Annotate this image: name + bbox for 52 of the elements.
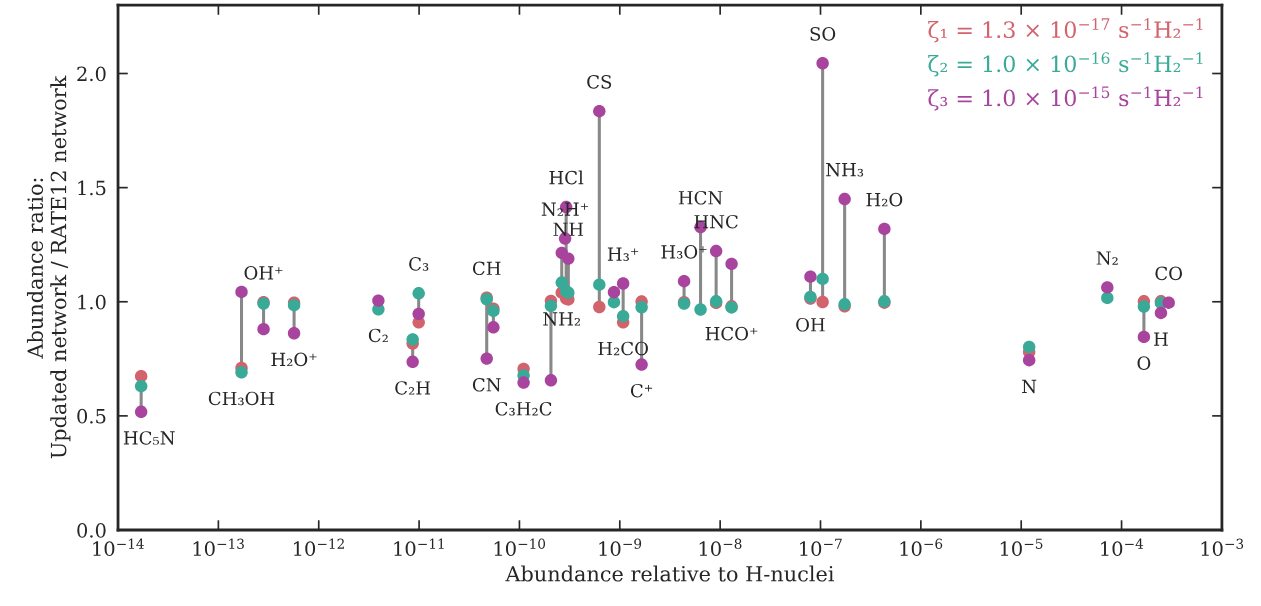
annotation: H₃⁺ <box>607 247 639 261</box>
annotation: N <box>1022 379 1037 394</box>
text: ζ₃ = 1.0 × 10$^{−15}$ s$^{−1}$H₂$^{−1}$ <box>928 86 1203 111</box>
text: ζ₂ = 1.0 × 10$^{−16}$ s$^{−1}$H₂$^{−1}$ <box>928 52 1203 77</box>
annotation: HNC <box>694 214 738 229</box>
annotation: CS <box>587 74 612 89</box>
x-tick-label: 10$^{−6}$ <box>900 538 943 557</box>
annotation: N₂ <box>1096 251 1118 265</box>
annotation: NH₂ <box>543 312 580 326</box>
annotation: OH⁺ <box>244 266 283 280</box>
annotation: HCl <box>549 170 584 185</box>
annotation: H <box>1154 332 1168 346</box>
annotation: C₃ <box>409 257 429 271</box>
x-tick-label: 10$^{−11}$ <box>394 538 444 557</box>
y-tick-label: 0.0 <box>77 522 106 538</box>
annotation: C₂H <box>395 381 431 395</box>
annotation: CN <box>472 377 501 392</box>
x-tick-label: 10$^{−10}$ <box>494 538 546 557</box>
x-tick-label: 10$^{−9}$ <box>599 538 642 557</box>
annotation: C₂ <box>368 328 388 343</box>
annotation: CO <box>1155 266 1183 281</box>
annotation: HCO⁺ <box>705 326 758 341</box>
annotation: NH <box>553 222 584 237</box>
x-tick-label: 10$^{−5}$ <box>1000 538 1043 557</box>
x-tick-label: 10$^{−3}$ <box>1201 538 1244 557</box>
annotation: HC₅N <box>123 431 175 445</box>
y-tick-label: 2.0 <box>77 66 106 82</box>
annotation: HCN <box>678 190 723 205</box>
annotation: NH₃ <box>826 163 864 177</box>
y-tick-label: 0.5 <box>77 408 106 424</box>
annotation: H₂O⁺ <box>271 352 317 367</box>
annotation: H₂O <box>866 192 903 207</box>
annotation: C⁺ <box>630 383 653 398</box>
x-tick-label: 10$^{−8}$ <box>699 538 742 557</box>
annotation: H₃O⁺ <box>661 245 707 259</box>
annotation: C₃H₂C <box>495 401 552 416</box>
x-axis-title: Abundance relative to H-nuclei <box>505 565 835 582</box>
x-tick-label: 10$^{−13}$ <box>193 538 244 557</box>
x-tick-label: 10$^{−7}$ <box>800 538 842 557</box>
annotation: O <box>1137 356 1151 370</box>
x-tick-label: 10$^{−14}$ <box>93 538 144 557</box>
x-tick-label: 10$^{−4}$ <box>1101 538 1144 557</box>
y-tick-label: 1.0 <box>78 294 106 310</box>
annotation: OH <box>796 317 825 332</box>
text: ζ₁ = 1.3 × 10$^{−17}$ s$^{−1}$H₂$^{−1}$ <box>928 18 1203 43</box>
annotation: CH <box>472 261 501 276</box>
annotation: H₂CO <box>598 341 648 356</box>
annotation: SO <box>810 27 836 41</box>
annotation: CH₃OH <box>208 391 275 406</box>
y-tick-label: 1.5 <box>78 180 106 196</box>
y-axis-title: Abundance ratio: Updated network / RATE12 network <box>26 75 71 459</box>
x-tick-label: 10$^{−12}$ <box>293 538 344 557</box>
